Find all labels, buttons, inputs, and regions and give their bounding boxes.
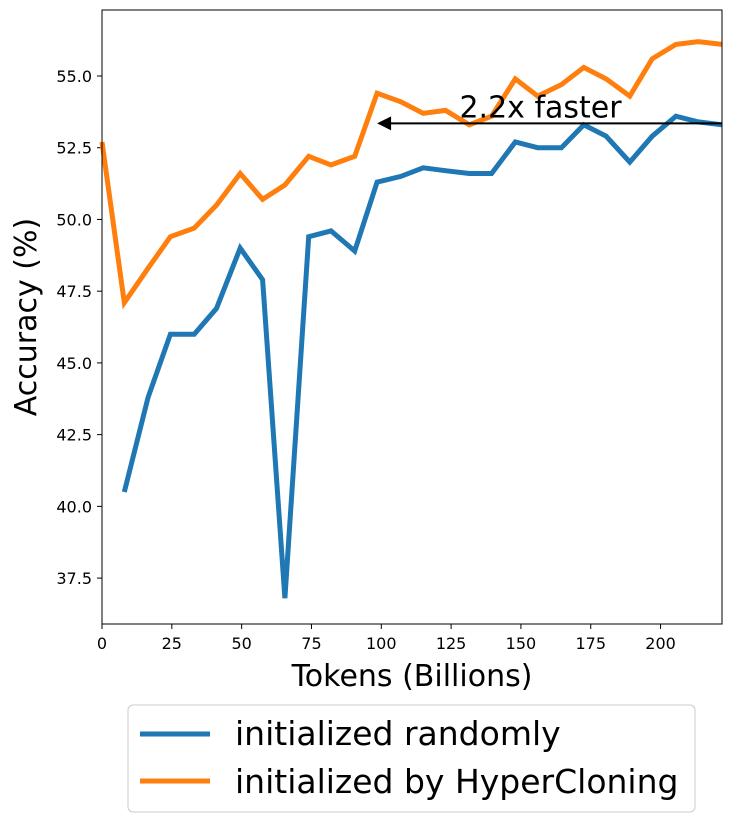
series-layer [99,39,723,599]
x-tick-label: 0 [97,634,107,653]
series-line-randomly [121,113,723,599]
y-tick-label: 52.5 [56,139,92,158]
x-tick-label: 25 [162,634,182,653]
y-tick-label: 55.0 [56,67,92,86]
y-tick-label: 42.5 [56,426,92,445]
series-line-hypercloning [99,39,723,310]
x-tick-label: 125 [436,634,467,653]
x-tick-label: 150 [506,634,537,653]
annotation-layer: 2.2x faster [377,90,722,131]
y-axis-label: Accuracy (%) [9,218,44,416]
x-tick-label: 50 [231,634,251,653]
y-tick-label: 47.5 [56,282,92,301]
legend-box [127,704,696,813]
annotation-text: 2.2x faster [459,90,622,125]
x-tick-label: 200 [645,634,676,653]
y-tick-label: 37.5 [56,569,92,588]
x-tick-label: 100 [366,634,397,653]
y-tick-label: 45.0 [56,354,92,373]
x-axis-label: Tokens (Billions) [291,659,533,694]
annotation-arrow-head [377,116,392,131]
y-tick-label: 50.0 [56,210,92,229]
legend: initialized randomly initialized by Hype… [127,704,696,813]
plot-frame [101,9,723,625]
x-tick-label: 175 [575,634,606,653]
legend-label-randomly: initialized randomly [235,714,561,753]
x-tick-label: 75 [301,634,321,653]
y-tick-label: 40.0 [56,497,92,516]
ticks-layer: 0 25 50 75 100 125 150 175 200 37.5 40.0 42.5 45.0 47… [56,67,675,653]
legend-label-hypercloning: initialized by HyperCloning [235,762,678,801]
